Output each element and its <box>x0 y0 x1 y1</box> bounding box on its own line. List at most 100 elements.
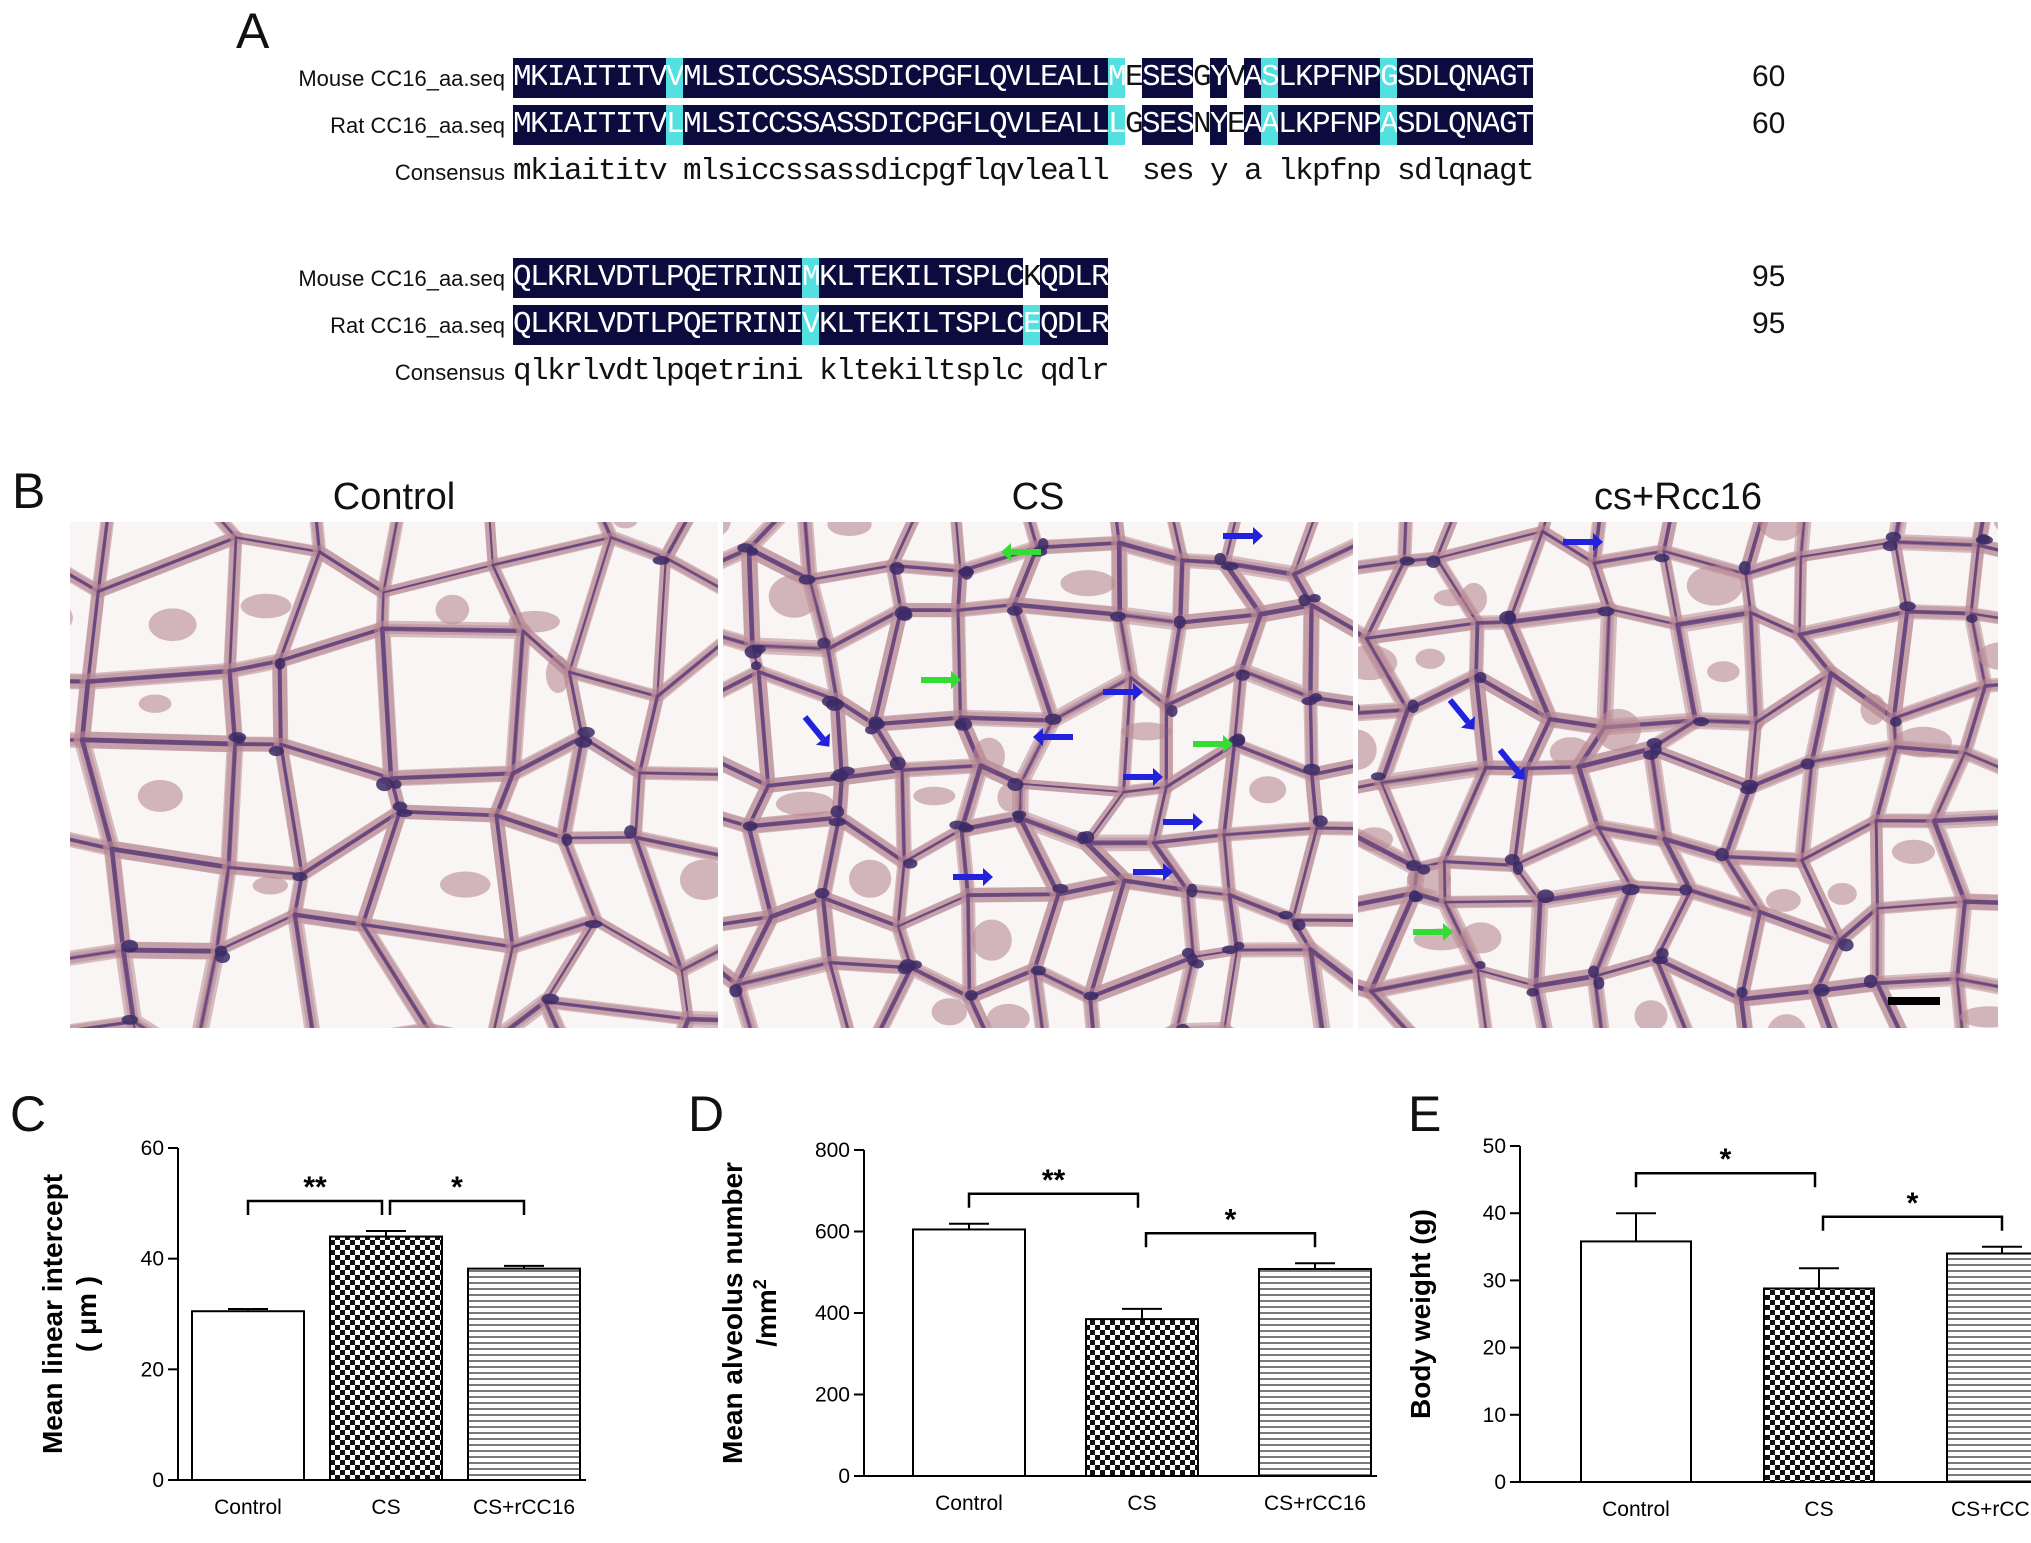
nuclei <box>729 537 1328 1028</box>
y-tick-label: 200 <box>815 1384 850 1407</box>
bar-cs-rcc16 <box>1258 1267 1372 1477</box>
x-category-label: Control <box>214 1496 282 1519</box>
y-tick-label: 600 <box>815 1221 850 1244</box>
panel-letter-c: C <box>10 1086 47 1142</box>
y-axis-unit-label: /mm2 <box>750 1279 782 1347</box>
micrograph-cs-rcc16 <box>1358 522 1998 1028</box>
scale-bar <box>1888 997 1940 1005</box>
aligned-sequence: MKIAITITVVMLSICCSSASSDICPGFLQVLEALLMESES… <box>513 58 1535 98</box>
significance-bracket <box>1144 1232 1317 1248</box>
micro-title-cs-rcc16: cs+Rcc16 <box>1594 476 1762 518</box>
significance-label: * <box>1907 1187 1919 1220</box>
alignment-row-label: Consensus <box>394 360 505 385</box>
bar-control <box>912 1228 1026 1477</box>
x-category-label: CS+rCC16 <box>473 1496 575 1519</box>
alignment-row-label: Rat CC16_aa.seq <box>330 113 505 138</box>
aligned-sequence: MKIAITITVLMLSICCSSASSDICPGFLQVLEALLLGSES… <box>513 105 1535 145</box>
x-category-label: CS <box>1804 1498 1833 1521</box>
micrograph-cs-rcc16-tissue <box>1358 522 1998 1028</box>
significance-label: * <box>1720 1143 1732 1176</box>
alignment-row-label: Rat CC16_aa.seq <box>330 313 505 338</box>
bar-cs-rcc16 <box>1946 1252 2031 1483</box>
micrograph-control <box>70 522 718 1028</box>
panel-letter-a: A <box>236 3 270 59</box>
aligned-sequence: QLKRLVDTLPQETRINIVKLTEKILTSPLCEQDLR <box>513 305 1110 345</box>
significance-bracket <box>1821 1215 2004 1231</box>
blue-arrow-icon <box>1497 748 1525 780</box>
panel-letter-e: E <box>1408 1086 1442 1142</box>
blue-arrow-icon <box>1033 728 1073 746</box>
blue-arrow-icon <box>802 715 830 747</box>
nuclei <box>1358 531 1993 998</box>
bar-cs-rcc16 <box>467 1267 581 1481</box>
y-tick-label: 30 <box>1483 1269 1506 1292</box>
panel-letter-b: B <box>12 463 46 519</box>
y-tick-label: 50 <box>1483 1135 1506 1158</box>
alignment-row-label: Mouse CC16_aa.seq <box>298 66 505 91</box>
alignment-row-label: Mouse CC16_aa.seq <box>298 266 505 291</box>
significance-bracket <box>967 1192 1140 1208</box>
y-tick-label: 400 <box>815 1302 850 1325</box>
blue-arrow-icon <box>1163 813 1203 831</box>
y-tick-label: 20 <box>1483 1337 1506 1360</box>
blue-arrow-icon <box>1133 863 1173 881</box>
green-arrow-icon <box>1193 735 1233 753</box>
significance-label: * <box>451 1171 463 1204</box>
blue-arrow-icon <box>953 868 993 886</box>
bar-control <box>1580 1240 1692 1483</box>
micrograph-cs <box>723 522 1353 1028</box>
y-tick-label: 800 <box>815 1139 850 1162</box>
chart-d: 0 200 400 600 800 Mean alveolus number/mm2 Con… <box>680 1100 1377 1538</box>
alignment-position-number: 95 <box>1752 260 1786 293</box>
x-category-label: CS+rCC16 <box>1951 1498 2031 1521</box>
y-tick-label: 0 <box>1494 1471 1506 1494</box>
bar-cs <box>1085 1318 1199 1477</box>
x-category-label: CS+rCC16 <box>1264 1492 1366 1515</box>
chart-e: 0 10 20 30 40 50 Body weight (g) Control CS CS+rC… <box>1370 1100 2031 1538</box>
green-arrow-icon <box>1413 923 1453 941</box>
x-category-label: CS <box>1127 1492 1156 1515</box>
y-tick-label: 10 <box>1483 1404 1506 1427</box>
x-category-label: CS <box>371 1496 400 1519</box>
chart-e-svg: 0 10 20 30 40 50 Body weight (g) Control CS CS+rC… <box>1405 1135 2031 1521</box>
significance-bracket <box>246 1199 384 1215</box>
blue-arrow-icon <box>1103 683 1143 701</box>
y-axis-label: Mean alveolus number <box>717 1162 748 1464</box>
micro-title-control: Control <box>332 476 456 518</box>
blue-arrow-icon <box>1447 698 1475 730</box>
blue-arrow-icon <box>1123 768 1163 786</box>
y-tick-label: 40 <box>1483 1202 1506 1225</box>
y-axis-label: Body weight (g) <box>1405 1209 1436 1419</box>
significance-label: ** <box>1042 1164 1066 1197</box>
y-tick-label: 20 <box>141 1358 164 1381</box>
alignment-position-number: 95 <box>1752 307 1786 340</box>
y-axis-unit-label: ( μm ) <box>71 1276 102 1352</box>
significance-label: * <box>1225 1203 1237 1236</box>
blue-arrow-icon <box>1563 533 1603 551</box>
chart-c-svg: 0 20 40 60 Mean linear intercept( μm ) Contro… <box>37 1137 586 1519</box>
chart-c: 0 20 40 60 Mean linear intercept( μm ) Contro… <box>0 1100 680 1538</box>
micrograph-control-tissue <box>70 522 718 1028</box>
consensus-sequence: mkiaititv mlsiccssassdicpgflqvleall ses … <box>513 154 1535 189</box>
y-tick-label: 60 <box>141 1137 164 1160</box>
green-arrow-icon <box>921 671 961 689</box>
alignment-row-label: Consensus <box>394 160 505 185</box>
consensus-sequence: qlkrlvdtlpqetrini kltekiltsplc qdlr <box>513 354 1110 389</box>
green-arrow-icon <box>1001 543 1041 561</box>
aligned-sequence: QLKRLVDTLPQETRINIMKLTEKILTSPLCKQDLR <box>513 258 1110 298</box>
chart-d-svg: 0 200 400 600 800 Mean alveolus number/mm2 Con… <box>717 1139 1377 1515</box>
y-tick-label: 0 <box>152 1469 164 1492</box>
significance-bracket <box>388 1199 526 1215</box>
bar-control <box>191 1310 305 1481</box>
panel-letter-d: D <box>688 1086 725 1142</box>
x-category-label: Control <box>935 1492 1003 1515</box>
blue-arrow-icon <box>1223 527 1263 545</box>
y-tick-label: 40 <box>141 1248 164 1271</box>
alignment-position-number: 60 <box>1752 60 1786 93</box>
x-category-label: Control <box>1602 1498 1670 1521</box>
bar-cs <box>1763 1287 1875 1483</box>
significance-label: ** <box>303 1171 327 1204</box>
significance-bracket <box>1634 1171 1817 1188</box>
y-tick-label: 0 <box>838 1465 850 1488</box>
nuclei <box>121 555 670 1025</box>
